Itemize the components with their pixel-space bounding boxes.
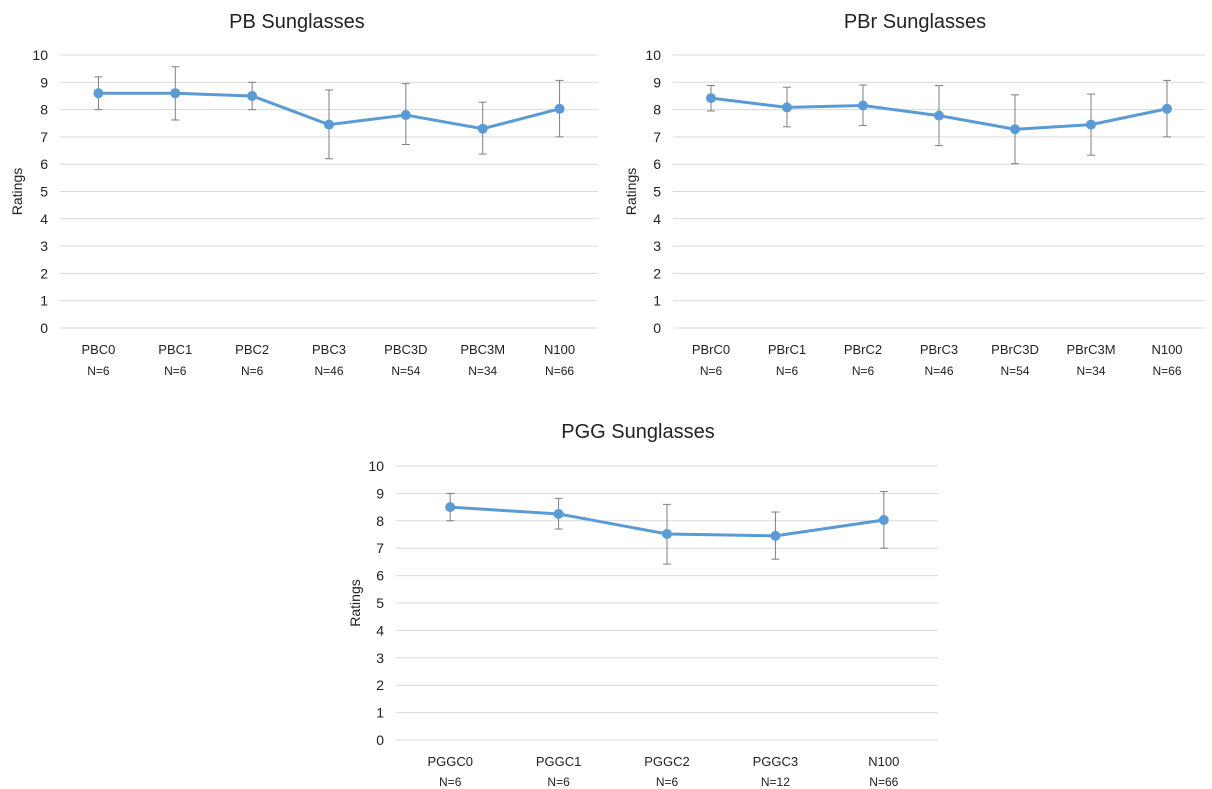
y-tick-label: 5 [40, 184, 48, 200]
chart-title: PB Sunglasses [229, 11, 365, 33]
sample-size-label: N=6 [439, 775, 462, 789]
y-tick-label: 8 [376, 513, 384, 529]
data-point [445, 502, 456, 513]
data-point [170, 88, 181, 99]
data-point [477, 123, 488, 134]
sample-size-label: N=66 [869, 775, 898, 789]
x-tick-label: PBC1 [158, 342, 192, 357]
y-tick-label: 6 [653, 156, 661, 172]
y-tick-label: 5 [376, 595, 384, 611]
data-point [782, 102, 792, 113]
x-tick-label: PBrC2 [844, 342, 882, 357]
y-tick-label: 1 [376, 705, 384, 721]
sample-size-label: N=6 [776, 364, 799, 378]
sample-size-label: N=46 [314, 364, 343, 378]
sample-size-label: N=6 [241, 364, 264, 378]
y-tick-label: 5 [653, 184, 661, 200]
y-tick-label: 6 [376, 568, 384, 584]
sample-size-label: N=54 [391, 364, 420, 378]
y-tick-label: 2 [376, 677, 384, 693]
x-tick-label: PGGC2 [644, 754, 690, 769]
data-point [934, 110, 944, 121]
sample-size-label: N=6 [700, 364, 723, 378]
x-tick-label: PBC3 [312, 342, 346, 357]
x-tick-label: PBrC3 [920, 342, 958, 357]
data-point [662, 528, 672, 539]
y-tick-label: 1 [653, 293, 661, 309]
pgg-sunglasses-chart: PGG Sunglasses Ratings 0 1 2 3 4 5 6 7 8 9 10 PGGC0 N=… [347, 421, 938, 789]
sample-size-label: N=12 [761, 775, 790, 789]
x-tick-label: PGGC1 [536, 754, 582, 769]
data-point [1086, 119, 1096, 130]
x-tick-label: PBrC3D [991, 342, 1039, 357]
y-tick-label: 8 [40, 102, 48, 118]
y-axis-label: Ratings [9, 168, 25, 215]
y-axis-label: Ratings [623, 168, 639, 215]
x-tick-label: PBC2 [235, 342, 269, 357]
y-tick-label: 2 [40, 265, 48, 281]
x-tick-label: PBC3M [460, 342, 505, 357]
sample-size-label: N=46 [924, 364, 953, 378]
y-tick-label: 4 [653, 211, 661, 227]
y-tick-label: 7 [376, 540, 384, 556]
data-point [1010, 124, 1020, 135]
sample-size-label: N=6 [164, 364, 187, 378]
y-tick-label: 0 [40, 320, 48, 336]
x-tick-label: PBC0 [81, 342, 115, 357]
pbr-sunglasses-chart: PBr Sunglasses Ratings 0 1 2 3 4 5 6 7 8 9 10 PBrC0 N=… [623, 11, 1205, 378]
x-tick-label: PGGC3 [753, 754, 799, 769]
data-point [858, 100, 868, 111]
y-tick-label: 0 [376, 732, 384, 748]
y-tick-label: 7 [40, 129, 48, 145]
sample-size-label: N=34 [1076, 364, 1105, 378]
data-point [706, 93, 716, 104]
y-axis-label: Ratings [347, 579, 363, 626]
sample-size-label: N=54 [1000, 364, 1029, 378]
data-point [93, 88, 104, 99]
sample-size-label: N=6 [656, 775, 679, 789]
y-tick-label: 10 [645, 47, 661, 63]
data-point [554, 103, 565, 114]
y-tick-label: 1 [40, 293, 48, 309]
x-tick-label: PBrC3M [1066, 342, 1115, 357]
x-tick-label: N100 [1151, 342, 1182, 357]
sample-size-label: N=6 [87, 364, 110, 378]
y-tick-label: 4 [40, 211, 48, 227]
y-tick-label: 3 [40, 238, 48, 254]
y-tick-label: 7 [653, 129, 661, 145]
sample-size-label: N=34 [468, 364, 497, 378]
y-tick-label: 10 [32, 47, 48, 63]
y-tick-label: 9 [653, 74, 661, 90]
x-tick-label: PGGC0 [427, 754, 473, 769]
x-tick-label: PBrC1 [768, 342, 806, 357]
sample-size-label: N=66 [545, 364, 574, 378]
y-tick-label: 8 [653, 102, 661, 118]
y-tick-label: 3 [653, 238, 661, 254]
data-point [324, 119, 334, 130]
chart-title: PBr Sunglasses [844, 11, 986, 33]
sample-size-label: N=6 [852, 364, 875, 378]
data-point [770, 530, 781, 541]
y-tick-label: 3 [376, 650, 384, 666]
x-tick-label: PBrC0 [692, 342, 730, 357]
y-tick-label: 0 [653, 320, 661, 336]
chart-title: PGG Sunglasses [561, 421, 714, 443]
y-tick-label: 2 [653, 265, 661, 281]
data-point [247, 90, 258, 101]
y-tick-label: 9 [40, 74, 48, 90]
x-tick-label: N100 [544, 342, 575, 357]
x-tick-label: PBC3D [384, 342, 427, 357]
y-tick-label: 10 [368, 458, 384, 474]
sample-size-label: N=66 [1152, 364, 1181, 378]
data-point [553, 508, 564, 519]
pb-sunglasses-chart: PB Sunglasses Ratings 0 1 2 3 4 5 6 7 8 9 10 PBC0 N=6 P… [9, 11, 598, 378]
sample-size-label: N=6 [547, 775, 570, 789]
y-tick-label: 4 [376, 622, 384, 638]
data-point [400, 110, 411, 121]
x-tick-label: N100 [868, 754, 899, 769]
data-point [1162, 103, 1172, 114]
y-tick-label: 9 [376, 485, 384, 501]
data-point [878, 514, 889, 525]
y-tick-label: 6 [40, 156, 48, 172]
